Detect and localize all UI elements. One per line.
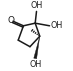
Polygon shape (34, 36, 40, 59)
Text: OH: OH (30, 1, 43, 10)
Text: OH: OH (29, 60, 41, 69)
Text: OH: OH (51, 21, 63, 30)
Text: O: O (8, 16, 15, 25)
